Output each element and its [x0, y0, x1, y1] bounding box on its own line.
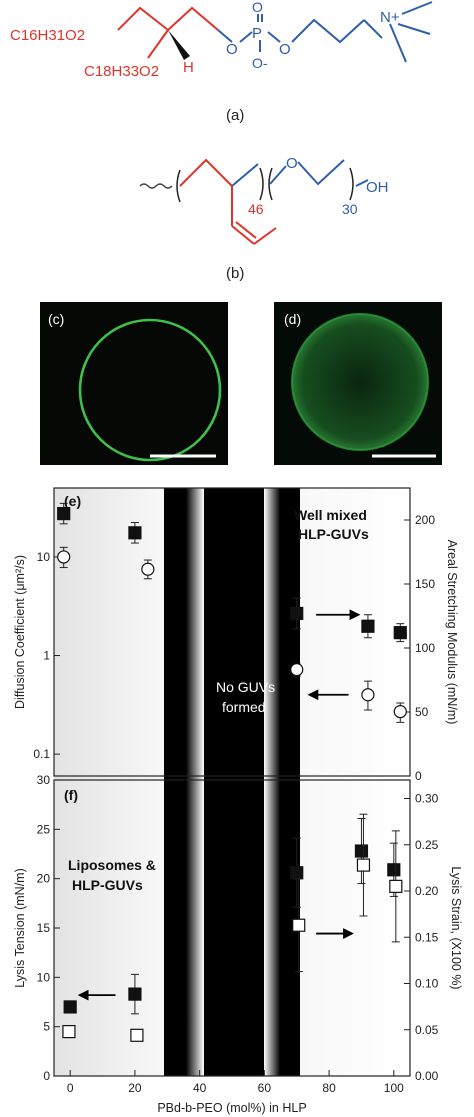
f-strain-point	[356, 858, 371, 872]
label-n: N+	[380, 9, 400, 26]
f-left-tick-label: 5	[43, 1020, 50, 1034]
f-right-tick-label: 0.00	[415, 1069, 439, 1083]
label-h: H	[183, 59, 194, 76]
e-modulus-point	[361, 619, 375, 633]
x-axis-label: PBd-b-PEO (mol%) in HLP	[157, 1101, 306, 1115]
f-tension-point	[128, 987, 142, 1001]
f-tension-point	[354, 844, 369, 858]
annotation-liposomes-2: HLP-GUVs	[72, 877, 143, 893]
f-strain-point	[292, 918, 306, 932]
e-diffusion-point	[361, 688, 375, 702]
annotation-well-mixed-1: Well mixed	[294, 507, 367, 523]
y-label-e-right: Areal Stretching Modulus (mN/m)	[445, 540, 459, 725]
e-modulus-point	[57, 507, 71, 521]
e-right-tick-label: 100	[415, 641, 435, 655]
y-label-f-right: Lysis Strain, (X100 %)	[449, 866, 463, 989]
f-strain-point	[389, 879, 403, 893]
guv-membrane-c	[78, 318, 222, 462]
f-tension-point	[290, 866, 304, 880]
x-tick-label: 40	[193, 1081, 207, 1095]
e-right-tick-label: 200	[415, 513, 435, 527]
f-right-tick-label: 0.30	[415, 792, 439, 806]
e-right-tick-label: 50	[415, 705, 429, 719]
stereo-wedge	[168, 30, 190, 60]
f-right-tick-label: 0.10	[415, 977, 439, 991]
e-diffusion-point	[393, 704, 407, 719]
lipid-branch	[147, 29, 169, 59]
polymer-label-o: O	[286, 155, 298, 172]
y-label-e-left: Diffusion Coefficient (μm²/s)	[13, 555, 27, 709]
f-left-tick-label: 15	[37, 921, 51, 935]
f-right-tick-label: 0.25	[415, 838, 439, 852]
x-tick-label: 0	[67, 1081, 74, 1095]
e-modulus-point	[290, 606, 304, 621]
band-no-guvs	[204, 488, 264, 1076]
e-diffusion-point	[290, 662, 304, 677]
e-right-tick-label: 0	[415, 769, 422, 783]
polymer-label-oh: OH	[366, 179, 389, 196]
panel-e-frame	[53, 487, 411, 777]
x-tick-label: 100	[384, 1081, 404, 1095]
label-c16: C16H31O2	[10, 27, 85, 44]
e-diffusion-point	[141, 562, 155, 576]
band-light-right	[300, 488, 410, 1076]
micrograph-c-frame	[40, 302, 228, 465]
f-left-tick-label: 0	[43, 1069, 50, 1083]
label-o-right: O	[279, 41, 291, 58]
x-tick-label: 60	[258, 1081, 272, 1095]
marks-layer	[57, 502, 407, 1042]
f-left-tick-label: 25	[37, 822, 51, 836]
micrograph-d: (d)	[274, 302, 442, 465]
f-strain-point	[130, 1028, 144, 1042]
annotation-no-guvs-1: No GUVs	[216, 679, 275, 695]
label-p: P	[252, 25, 262, 42]
panel-e-label: (e)	[64, 493, 81, 509]
f-strain-point	[62, 1024, 76, 1039]
f-left-tick-label: 20	[37, 872, 51, 886]
micrograph-d-label: (d)	[284, 311, 301, 327]
e-left-tick-label: 1	[43, 649, 50, 663]
label-o-minus: O-	[252, 55, 268, 71]
f-left-tick-label: 30	[37, 773, 51, 787]
caption-a: (a)	[226, 107, 244, 124]
e-diffusion-point	[57, 550, 71, 564]
annotation-no-guvs-2: formed	[222, 699, 266, 715]
band-fade-right	[264, 488, 300, 1076]
micrograph-c: (c)	[40, 302, 228, 465]
subscript-30: 30	[342, 201, 358, 217]
guv-membrane-d	[292, 314, 428, 450]
e-modulus-point	[393, 626, 407, 640]
f-tension-point	[387, 863, 401, 877]
band-light-left	[54, 488, 164, 1076]
f-left-tick-label: 10	[37, 970, 51, 984]
micrograph-c-label: (c)	[48, 311, 64, 327]
panel-f-label: (f)	[64, 787, 78, 803]
polymer-structure: 46 O 30 OH (b)	[139, 155, 389, 282]
wavy-bond	[139, 183, 173, 189]
subscript-46: 46	[248, 201, 264, 217]
axes-layer: 0.11100501001502000510152025300.000.050.…	[33, 513, 438, 1095]
band-fade-left	[164, 488, 204, 1076]
x-tick-label: 20	[128, 1081, 142, 1095]
lipid-structure: C16H31O2 C18H33O2 H O P O O- O N+ (a)	[10, 0, 433, 124]
x-tick-label: 80	[322, 1081, 336, 1095]
f-right-tick-label: 0.05	[415, 1023, 439, 1037]
label-o-top: O	[252, 0, 263, 15]
e-left-tick-label: 10	[37, 550, 51, 564]
label-o-left: O	[226, 41, 238, 58]
label-c18: C18H33O2	[84, 63, 159, 80]
annotation-liposomes-1: Liposomes &	[68, 857, 156, 873]
e-left-tick-label: 0.1	[33, 747, 50, 761]
f-tension-point	[63, 1000, 77, 1014]
e-modulus-point	[128, 526, 142, 540]
f-right-tick-label: 0.15	[415, 930, 439, 944]
lipid-backbone	[117, 6, 219, 32]
y-label-f-left: Lysis Tension (mN/m)	[13, 868, 27, 987]
annotation-well-mixed-2: HLP-GUVs	[298, 526, 369, 542]
e-right-tick-label: 150	[415, 577, 435, 591]
charts-area: 0.11100501001502000510152025300.000.050.…	[13, 487, 463, 1115]
caption-b: (b)	[226, 265, 244, 282]
f-right-tick-label: 0.20	[415, 884, 439, 898]
